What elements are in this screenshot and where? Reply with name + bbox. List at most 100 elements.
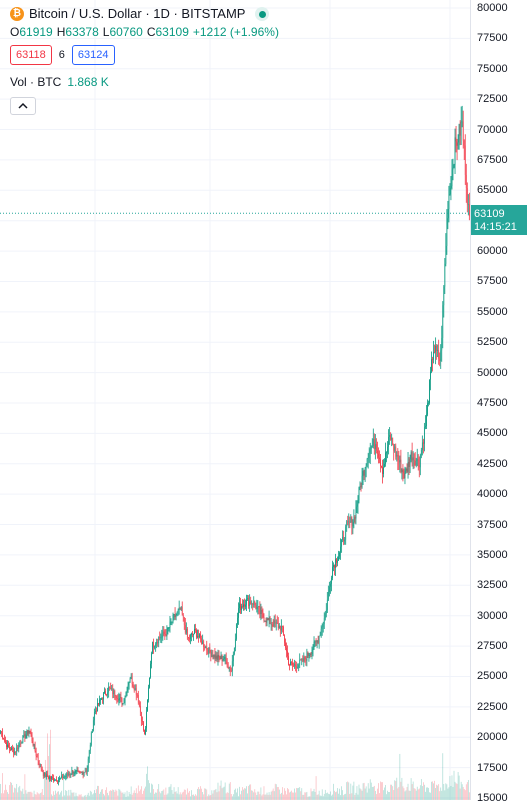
volume-bar bbox=[198, 787, 199, 800]
candle bbox=[66, 773, 68, 777]
candle bbox=[150, 663, 151, 678]
candle bbox=[382, 467, 383, 474]
candle bbox=[395, 446, 397, 457]
candle bbox=[356, 504, 358, 507]
candle bbox=[278, 625, 280, 629]
sell-price-button[interactable]: 63118 bbox=[10, 45, 52, 65]
volume-bar bbox=[209, 795, 211, 800]
candle bbox=[347, 521, 349, 523]
candle bbox=[88, 750, 90, 759]
candle bbox=[284, 635, 285, 643]
candle bbox=[128, 682, 130, 686]
volume-bar bbox=[59, 794, 60, 800]
candle bbox=[296, 666, 298, 669]
collapse-legend-button[interactable] bbox=[10, 97, 36, 115]
volume-bar bbox=[70, 789, 72, 800]
volume-bar bbox=[143, 790, 144, 800]
volume-bar bbox=[169, 786, 171, 800]
candle bbox=[33, 744, 35, 746]
candle bbox=[10, 748, 11, 751]
volume-bar bbox=[219, 785, 221, 800]
candle bbox=[301, 658, 303, 661]
candle bbox=[61, 775, 63, 778]
candle bbox=[394, 446, 396, 451]
symbol-row[interactable]: ₿ Bitcoin / U.S. Dollar · 1D · BITSTAMP bbox=[10, 5, 283, 23]
volume-bar bbox=[184, 789, 186, 800]
candle bbox=[372, 438, 374, 446]
candle bbox=[76, 770, 78, 772]
market-status-icon[interactable] bbox=[255, 7, 270, 21]
volume-bar bbox=[147, 766, 148, 800]
candle bbox=[193, 633, 194, 635]
volume-bar bbox=[420, 779, 422, 800]
candle bbox=[236, 624, 237, 639]
volume-bar bbox=[146, 773, 147, 800]
candle bbox=[305, 659, 307, 661]
volume-bar bbox=[431, 781, 432, 800]
candle bbox=[437, 349, 439, 352]
volume-bar bbox=[318, 790, 320, 800]
candle bbox=[345, 526, 347, 540]
candle bbox=[455, 137, 457, 142]
price-axis-label: 80000 bbox=[477, 2, 508, 14]
candle bbox=[143, 722, 144, 731]
volume-bar bbox=[178, 794, 180, 800]
volume-bar bbox=[137, 785, 139, 800]
candle bbox=[121, 698, 123, 705]
candle bbox=[24, 734, 26, 739]
candlestick-chart[interactable] bbox=[0, 0, 470, 800]
candle bbox=[169, 621, 171, 628]
candle bbox=[396, 454, 398, 457]
buy-price-button[interactable]: 63124 bbox=[71, 45, 115, 65]
volume-bar bbox=[443, 784, 445, 800]
volume-bar bbox=[382, 782, 383, 800]
volume-bar bbox=[293, 792, 294, 800]
candle bbox=[98, 702, 99, 705]
candle bbox=[403, 473, 405, 479]
candle bbox=[27, 730, 29, 734]
candle bbox=[380, 459, 381, 466]
candle bbox=[180, 607, 182, 610]
candle bbox=[266, 618, 268, 623]
candle bbox=[179, 607, 181, 610]
volume-bar bbox=[9, 785, 10, 800]
volume-bar bbox=[255, 792, 257, 800]
candle bbox=[275, 622, 277, 624]
candle bbox=[378, 453, 379, 458]
candle bbox=[224, 656, 226, 660]
candle bbox=[217, 654, 219, 660]
candle bbox=[214, 654, 216, 659]
chart-area[interactable] bbox=[0, 0, 470, 800]
candle bbox=[329, 586, 330, 592]
candle bbox=[456, 141, 458, 146]
volume-bar bbox=[451, 775, 453, 800]
volume-bar bbox=[323, 793, 325, 800]
candle bbox=[92, 720, 94, 731]
volume-bar bbox=[447, 788, 449, 800]
price-axis[interactable]: 8000077500750007250070000675006500062500… bbox=[470, 0, 527, 804]
candle bbox=[106, 694, 107, 696]
volume-bar bbox=[115, 789, 117, 800]
symbol-title[interactable]: Bitcoin / U.S. Dollar · 1D · BITSTAMP bbox=[29, 6, 246, 21]
volume-bar bbox=[463, 789, 465, 800]
volume-bar bbox=[289, 792, 290, 800]
volume-bar bbox=[311, 791, 313, 800]
volume-bar bbox=[412, 781, 414, 800]
candle bbox=[16, 747, 18, 752]
volume-bar bbox=[157, 789, 159, 800]
candle bbox=[58, 779, 59, 782]
volume-bar bbox=[82, 797, 84, 800]
candle bbox=[442, 305, 444, 338]
volume-bar bbox=[149, 783, 150, 800]
candle bbox=[117, 698, 119, 701]
candle bbox=[198, 636, 199, 638]
volume-bar bbox=[384, 787, 385, 800]
volume-bar bbox=[425, 791, 426, 800]
volume-bar bbox=[156, 792, 158, 800]
volume-bar bbox=[71, 792, 73, 800]
volume-bar bbox=[424, 784, 425, 800]
candle bbox=[431, 359, 432, 372]
candle bbox=[337, 560, 338, 563]
candle bbox=[467, 204, 469, 206]
candle bbox=[369, 449, 371, 454]
